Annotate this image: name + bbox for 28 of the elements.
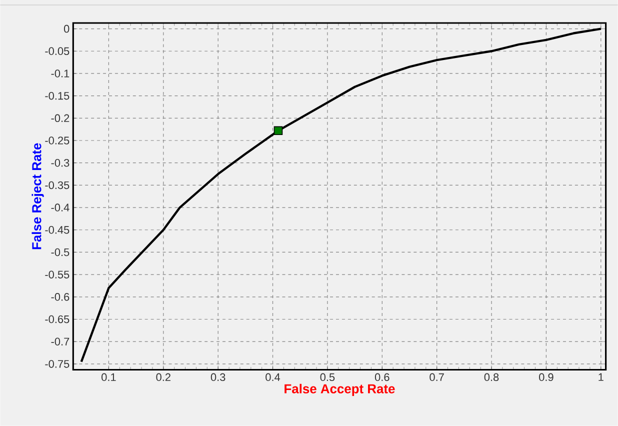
y-tick-label: -0.2	[51, 114, 70, 122]
x-tick-label: 0.3	[210, 373, 226, 382]
x-tick-label: 0.1	[102, 373, 116, 382]
x-tick-label: 0.9	[539, 373, 554, 382]
y-tick-label: -0.7	[51, 338, 70, 346]
x-tick-label: 0.5	[320, 373, 335, 382]
y-tick-label: -0.45	[45, 226, 70, 234]
y-tick-label: -0.3	[51, 159, 70, 167]
y-tick-label: -0.05	[45, 47, 70, 56]
y-tick-label: -0.5	[51, 248, 70, 256]
y-tick-label: -0.55	[45, 270, 70, 279]
x-axis-title: False Accept Rate	[284, 384, 395, 396]
x-tick-label: 1	[598, 373, 604, 381]
y-tick-label: -0.1	[51, 70, 70, 78]
x-tick-label: 0.6	[374, 373, 390, 382]
y-tick-label: -0.15	[45, 92, 70, 100]
y-tick-label: -0.4	[51, 204, 70, 212]
y-tick-label: -0.75	[45, 360, 70, 368]
y-tick-label: -0.65	[45, 316, 70, 324]
y-axis-title: False Reject Rate	[32, 143, 44, 250]
y-tick-label: -0.6	[51, 293, 70, 301]
y-tick-label: 0	[64, 25, 70, 33]
x-tick-label: 0.2	[156, 373, 170, 382]
x-tick-label: 0.8	[484, 373, 499, 382]
y-tick-label: -0.25	[45, 136, 70, 145]
x-tick-label: 0.4	[266, 373, 280, 382]
x-tick-label: 0.7	[430, 373, 444, 382]
y-tick-label: -0.35	[45, 181, 70, 190]
